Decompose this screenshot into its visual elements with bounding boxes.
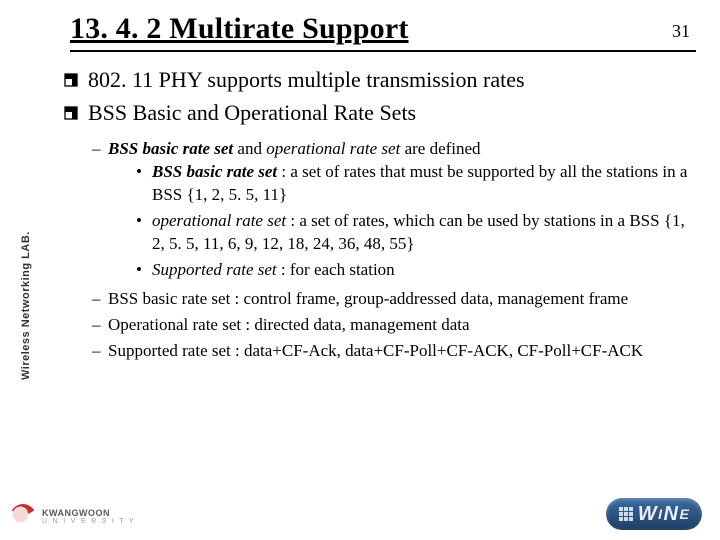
- dot-marker-icon: •: [136, 161, 152, 207]
- main-bullet-text: 802. 11 PHY supports multiple transmissi…: [88, 66, 525, 95]
- slide-title: 13. 4. 2 Multirate Support: [70, 12, 409, 46]
- dot-text: Supported rate set : for each station: [152, 259, 395, 282]
- logo-letter: E: [679, 506, 689, 522]
- dash-text: Operational rate set : directed data, ma…: [108, 314, 470, 337]
- main-bullets: 802. 11 PHY supports multiple transmissi…: [64, 66, 690, 131]
- dot-text: operational rate set : a set of rates, w…: [152, 210, 690, 256]
- logo-letter: N: [663, 503, 678, 526]
- kwangwoon-text: KWANGWOON U N I V E R S I T Y: [42, 509, 135, 525]
- main-bullet: 802. 11 PHY supports multiple transmissi…: [64, 66, 690, 95]
- dash-text: BSS basic rate set and operational rate …: [108, 138, 690, 285]
- dash-text: BSS basic rate set : control frame, grou…: [108, 288, 628, 311]
- dash-text: Supported rate set : data+CF-Ack, data+C…: [108, 340, 643, 363]
- sidebar-lab-label: Wireless Networking LAB.: [20, 170, 32, 380]
- kwangwoon-swirl-icon: [10, 504, 36, 530]
- text-run: : for each station: [281, 260, 395, 279]
- dot-item: • Supported rate set : for each station: [136, 259, 690, 282]
- dot-marker-icon: •: [136, 259, 152, 282]
- dot-list: • BSS basic rate set : a set of rates th…: [108, 161, 690, 282]
- text-run: and: [233, 139, 266, 158]
- dot-marker-icon: •: [136, 210, 152, 256]
- dash-marker-icon: –: [92, 138, 108, 285]
- logo-letter: W: [638, 503, 657, 526]
- slide-root: 13. 4. 2 Multirate Support 31 802. 11 PH…: [0, 0, 720, 540]
- kwangwoon-line2: U N I V E R S I T Y: [42, 518, 135, 525]
- header-row: 13. 4. 2 Multirate Support 31: [70, 12, 696, 52]
- dash-marker-icon: –: [92, 288, 108, 311]
- term-bss-basic: BSS basic rate set: [152, 162, 277, 181]
- dash-marker-icon: –: [92, 314, 108, 337]
- page-number: 31: [672, 21, 696, 46]
- kwangwoon-line1: KWANGWOON: [42, 509, 135, 518]
- wine-logo: W I N E: [606, 498, 702, 530]
- dash-item: – BSS basic rate set : control frame, gr…: [92, 288, 690, 311]
- dash-item: – Supported rate set : data+CF-Ack, data…: [92, 340, 690, 363]
- dash-item: – Operational rate set : directed data, …: [92, 314, 690, 337]
- bullet-marker-icon: [64, 106, 78, 120]
- term-operational: operational rate set: [266, 139, 400, 158]
- dot-item: • operational rate set : a set of rates,…: [136, 210, 690, 256]
- bullet-marker-icon: [64, 73, 78, 87]
- term-supported: Supported rate set: [152, 260, 281, 279]
- logo-letter: I: [658, 506, 662, 522]
- kwangwoon-logo: KWANGWOON U N I V E R S I T Y: [10, 504, 135, 530]
- body-content: – BSS basic rate set and operational rat…: [92, 138, 690, 365]
- main-bullet-text: BSS Basic and Operational Rate Sets: [88, 99, 416, 128]
- text-run: are defined: [400, 139, 480, 158]
- term-operational: operational rate set: [152, 211, 286, 230]
- dot-item: • BSS basic rate set : a set of rates th…: [136, 161, 690, 207]
- dash-item: – BSS basic rate set and operational rat…: [92, 138, 690, 285]
- wine-grid-icon: [619, 507, 633, 521]
- wine-logo-text: W I N E: [619, 503, 690, 526]
- main-bullet: BSS Basic and Operational Rate Sets: [64, 99, 690, 128]
- dash-marker-icon: –: [92, 340, 108, 363]
- dot-text: BSS basic rate set : a set of rates that…: [152, 161, 690, 207]
- term-bss-basic: BSS basic rate set: [108, 139, 233, 158]
